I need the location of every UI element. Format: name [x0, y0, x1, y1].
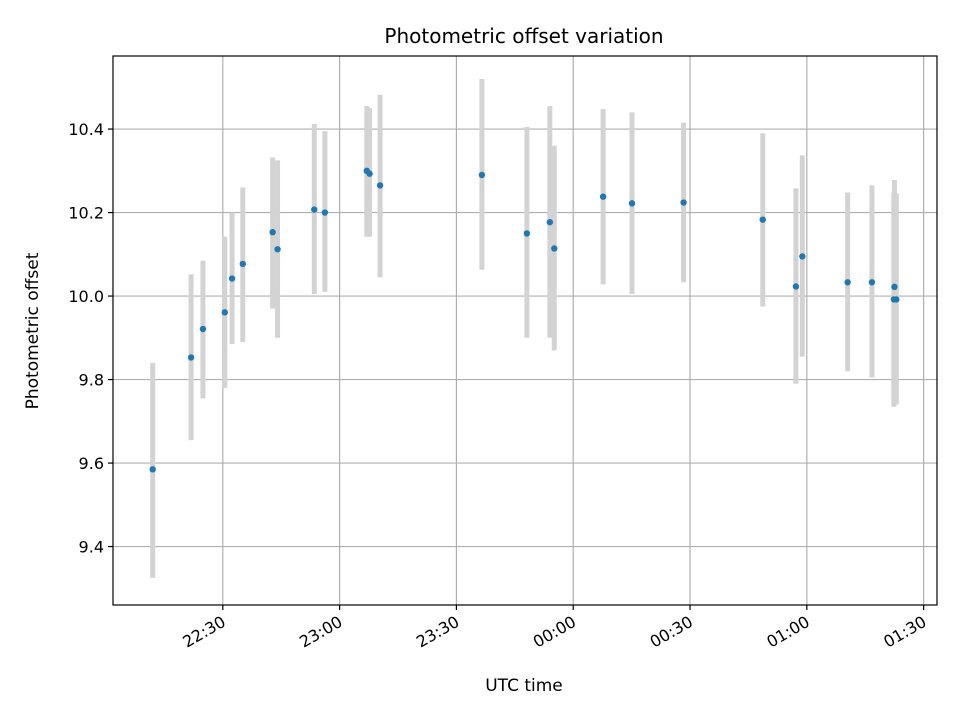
data-point	[478, 171, 486, 179]
y-tick-label: 9.4	[79, 538, 104, 557]
data-point	[274, 246, 281, 253]
data-point	[891, 283, 898, 291]
data-point	[269, 228, 276, 236]
y-tick-label: 9.8	[79, 371, 104, 390]
data-point	[792, 283, 800, 290]
y-tick-label: 10.0	[68, 287, 104, 306]
data-point	[311, 206, 318, 213]
data-point	[628, 200, 636, 207]
data-point	[868, 279, 876, 286]
data-point	[228, 275, 236, 282]
data-point	[149, 466, 156, 473]
data-point	[759, 216, 766, 223]
y-axis-title: Photometric offset	[23, 252, 43, 409]
data-point	[239, 260, 246, 268]
y-tick-label: 9.6	[79, 454, 104, 473]
plot-frame	[112, 55, 938, 606]
point-layer	[149, 167, 900, 473]
data-point	[680, 199, 687, 206]
data-point	[376, 182, 384, 189]
data-point	[551, 245, 558, 252]
y-axis-ticks: 9.4 9.6 9.8 10.0 10.2 10.4	[68, 120, 113, 557]
data-point	[187, 354, 195, 361]
data-point	[523, 230, 531, 237]
chart-title: Photometric offset variation	[384, 24, 663, 48]
data-point	[893, 296, 900, 303]
x-axis-title: UTC time	[485, 676, 563, 696]
data-point	[599, 193, 607, 200]
data-point	[546, 218, 554, 226]
data-point	[844, 279, 851, 286]
data-point	[199, 325, 207, 333]
data-point	[799, 253, 806, 260]
data-point	[221, 309, 229, 316]
y-tick-label: 10.2	[68, 204, 104, 223]
data-point	[366, 170, 373, 177]
y-tick-label: 10.4	[68, 120, 104, 139]
data-point	[321, 209, 329, 216]
